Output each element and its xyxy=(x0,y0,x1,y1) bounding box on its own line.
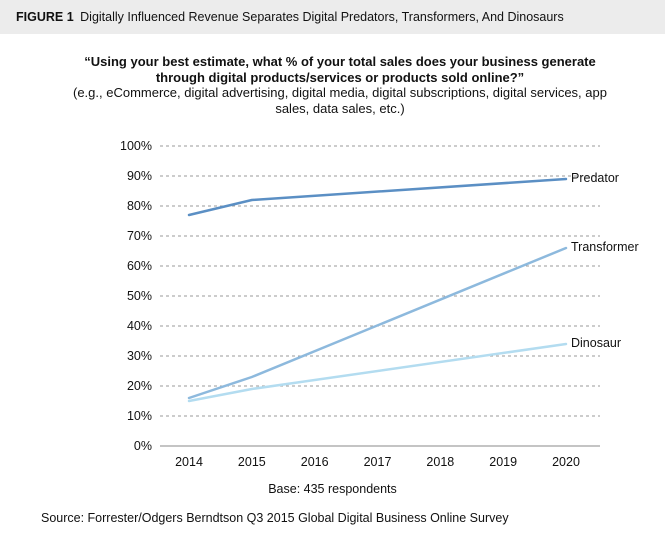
series-line-dinosaur xyxy=(187,342,568,403)
x-tick-label: 2020 xyxy=(552,455,580,469)
question-examples: (e.g., eCommerce, digital advertising, d… xyxy=(73,85,607,116)
series-line-predator xyxy=(187,177,568,217)
y-tick-label: 40% xyxy=(127,319,152,333)
series-label-dinosaur: Dinosaur xyxy=(571,336,621,350)
y-tick-label: 70% xyxy=(127,229,152,243)
y-tick-label: 80% xyxy=(127,199,152,213)
y-tick-label: 50% xyxy=(127,289,152,303)
y-tick-label: 0% xyxy=(134,439,152,453)
survey-question: “Using your best estimate, what % of you… xyxy=(60,54,620,116)
source-note: Source: Forrester/Odgers Berndtson Q3 20… xyxy=(41,511,509,525)
x-tick-label: 2014 xyxy=(175,455,203,469)
y-tick-label: 100% xyxy=(120,139,152,153)
x-tick-label: 2015 xyxy=(238,455,266,469)
series-label-transformer: Transformer xyxy=(571,240,639,254)
series-label-predator: Predator xyxy=(571,171,619,185)
x-tick-label: 2018 xyxy=(426,455,454,469)
figure-label: FIGURE 1 xyxy=(16,10,74,24)
y-tick-label: 20% xyxy=(127,379,152,393)
series-line-transformer xyxy=(187,246,568,400)
base-note: Base: 435 respondents xyxy=(268,482,397,496)
y-tick-label: 30% xyxy=(127,349,152,363)
y-tick-label: 10% xyxy=(127,409,152,423)
y-tick-label: 60% xyxy=(127,259,152,273)
x-tick-label: 2016 xyxy=(301,455,329,469)
figure-title: Digitally Influenced Revenue Separates D… xyxy=(80,10,564,24)
figure-header: FIGURE 1 Digitally Influenced Revenue Se… xyxy=(0,0,665,34)
y-tick-label: 90% xyxy=(127,169,152,183)
x-tick-label: 2017 xyxy=(364,455,392,469)
question-text: “Using your best estimate, what % of you… xyxy=(84,54,596,85)
x-tick-label: 2019 xyxy=(489,455,517,469)
